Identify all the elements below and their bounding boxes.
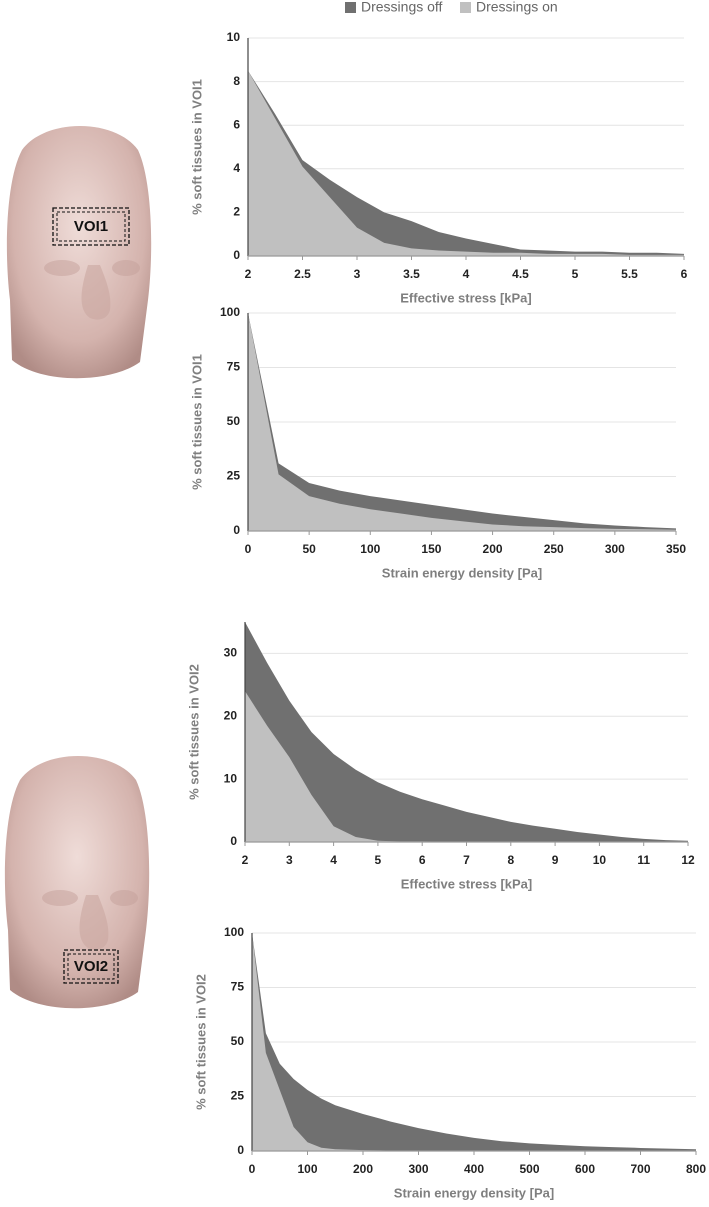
y-tick-label: 10 bbox=[224, 771, 238, 785]
x-tick-label: 3 bbox=[286, 853, 293, 867]
y-axis-label: % soft tissues in VOI1 bbox=[189, 79, 204, 215]
y-tick-label: 20 bbox=[224, 708, 238, 722]
y-tick-label: 25 bbox=[231, 1089, 245, 1103]
x-tick-label: 50 bbox=[302, 542, 316, 556]
x-tick-label: 5.5 bbox=[621, 267, 638, 281]
x-tick-label: 5 bbox=[572, 267, 579, 281]
x-tick-label: 6 bbox=[681, 267, 688, 281]
legend-swatch bbox=[460, 2, 471, 13]
area bbox=[248, 70, 684, 256]
y-tick-label: 30 bbox=[224, 646, 238, 660]
y-axis-label: % soft tissues in VOI2 bbox=[193, 974, 208, 1110]
x-tick-label: 5 bbox=[375, 853, 382, 867]
x-tick-label: 700 bbox=[630, 1162, 650, 1176]
y-tick-label: 50 bbox=[227, 414, 241, 428]
x-tick-label: 0 bbox=[249, 1162, 256, 1176]
y-tick-label: 0 bbox=[233, 248, 240, 262]
x-tick-label: 400 bbox=[464, 1162, 484, 1176]
y-tick-label: 0 bbox=[230, 834, 237, 848]
x-tick-label: 3 bbox=[354, 267, 361, 281]
x-tick-label: 600 bbox=[575, 1162, 595, 1176]
y-tick-label: 0 bbox=[233, 523, 240, 537]
x-tick-label: 7 bbox=[463, 853, 470, 867]
x-tick-label: 100 bbox=[297, 1162, 317, 1176]
x-tick-label: 200 bbox=[353, 1162, 373, 1176]
y-tick-label: 75 bbox=[227, 360, 241, 374]
y-tick-label: 100 bbox=[224, 925, 244, 939]
x-axis-label: Strain energy density [Pa] bbox=[382, 565, 542, 580]
y-tick-label: 8 bbox=[233, 74, 240, 88]
x-tick-label: 4 bbox=[463, 267, 470, 281]
x-tick-label: 2.5 bbox=[294, 267, 311, 281]
x-axis-label: Effective stress [kPa] bbox=[400, 290, 532, 305]
y-tick-label: 6 bbox=[233, 117, 240, 131]
legend-swatch bbox=[345, 2, 356, 13]
x-axis-label: Strain energy density [Pa] bbox=[394, 1185, 554, 1200]
y-tick-label: 4 bbox=[233, 161, 240, 175]
x-tick-label: 300 bbox=[605, 542, 625, 556]
x-tick-label: 3.5 bbox=[403, 267, 420, 281]
head-model: VOI1 bbox=[6, 126, 152, 379]
area bbox=[252, 933, 696, 1151]
x-tick-label: 6 bbox=[419, 853, 426, 867]
x-tick-label: 2 bbox=[245, 267, 252, 281]
y-tick-label: 75 bbox=[231, 980, 245, 994]
x-tick-label: 9 bbox=[552, 853, 559, 867]
x-tick-label: 150 bbox=[421, 542, 441, 556]
x-tick-label: 10 bbox=[593, 853, 607, 867]
x-tick-label: 8 bbox=[507, 853, 514, 867]
x-tick-label: 4 bbox=[330, 853, 337, 867]
x-axis-label: Effective stress [kPa] bbox=[401, 876, 533, 891]
area bbox=[245, 622, 688, 842]
area bbox=[248, 70, 684, 256]
area bbox=[248, 313, 676, 531]
y-tick-label: 25 bbox=[227, 469, 241, 483]
x-tick-label: 350 bbox=[666, 542, 686, 556]
x-tick-label: 200 bbox=[483, 542, 503, 556]
voi-label: VOI1 bbox=[74, 218, 108, 235]
x-tick-label: 500 bbox=[519, 1162, 539, 1176]
y-tick-label: 2 bbox=[233, 205, 240, 219]
x-tick-label: 11 bbox=[637, 853, 650, 867]
head-model: VOI2 bbox=[4, 756, 150, 1009]
y-axis-label: % soft tissues in VOI2 bbox=[186, 664, 201, 800]
area bbox=[245, 691, 688, 842]
x-tick-label: 0 bbox=[245, 542, 252, 556]
x-tick-label: 100 bbox=[360, 542, 380, 556]
x-tick-label: 4.5 bbox=[512, 267, 529, 281]
x-tick-label: 300 bbox=[408, 1162, 428, 1176]
x-tick-label: 800 bbox=[686, 1162, 706, 1176]
y-axis-label: % soft tissues in VOI1 bbox=[189, 354, 204, 490]
x-tick-label: 2 bbox=[242, 853, 249, 867]
y-tick-label: 100 bbox=[220, 305, 240, 319]
y-tick-label: 50 bbox=[231, 1034, 245, 1048]
x-tick-label: 250 bbox=[544, 542, 564, 556]
legend-label: Dressings on bbox=[476, 0, 558, 15]
y-tick-label: 10 bbox=[227, 30, 241, 44]
x-tick-label: 12 bbox=[681, 853, 695, 867]
voi-label: VOI2 bbox=[74, 958, 108, 975]
legend-label: Dressings off bbox=[361, 0, 443, 15]
y-tick-label: 0 bbox=[237, 1143, 244, 1157]
